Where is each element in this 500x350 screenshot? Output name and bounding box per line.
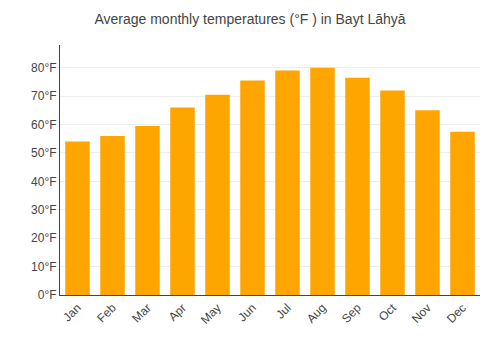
- svg-text:May: May: [198, 301, 224, 327]
- svg-text:Jul: Jul: [273, 301, 294, 322]
- svg-text:20°F: 20°F: [31, 231, 56, 245]
- svg-text:Mar: Mar: [129, 301, 154, 326]
- svg-text:10°F: 10°F: [31, 260, 56, 274]
- svg-text:Average monthly temperatures (: Average monthly temperatures (°F ) in Ba…: [94, 11, 405, 27]
- svg-text:Jun: Jun: [235, 301, 259, 325]
- svg-text:70°F: 70°F: [31, 89, 56, 103]
- svg-text:80°F: 80°F: [31, 61, 56, 75]
- svg-text:Jan: Jan: [60, 301, 84, 325]
- svg-text:30°F: 30°F: [31, 203, 56, 217]
- svg-text:60°F: 60°F: [31, 118, 56, 132]
- svg-text:Aug: Aug: [304, 301, 329, 326]
- svg-text:Nov: Nov: [409, 301, 434, 326]
- svg-text:Feb: Feb: [94, 301, 119, 326]
- svg-text:0°F: 0°F: [38, 288, 57, 302]
- svg-text:Sep: Sep: [339, 301, 364, 326]
- svg-text:40°F: 40°F: [31, 175, 56, 189]
- svg-text:Dec: Dec: [444, 301, 469, 326]
- svg-text:Oct: Oct: [376, 300, 400, 324]
- svg-text:50°F: 50°F: [31, 146, 56, 160]
- svg-text:Apr: Apr: [166, 301, 189, 324]
